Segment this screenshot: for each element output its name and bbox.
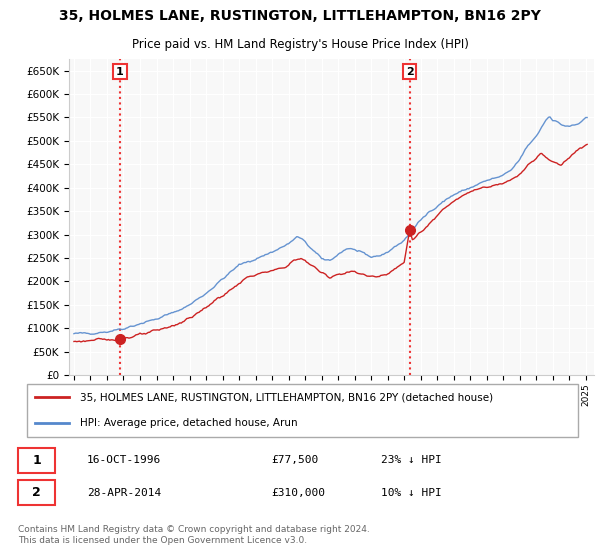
Text: 1: 1 bbox=[116, 67, 124, 77]
Text: 23% ↓ HPI: 23% ↓ HPI bbox=[380, 455, 442, 465]
Text: 35, HOLMES LANE, RUSTINGTON, LITTLEHAMPTON, BN16 2PY: 35, HOLMES LANE, RUSTINGTON, LITTLEHAMPT… bbox=[59, 9, 541, 23]
FancyBboxPatch shape bbox=[18, 480, 55, 505]
Text: 16-OCT-1996: 16-OCT-1996 bbox=[87, 455, 161, 465]
Text: Price paid vs. HM Land Registry's House Price Index (HPI): Price paid vs. HM Land Registry's House … bbox=[131, 38, 469, 51]
Text: 28-APR-2014: 28-APR-2014 bbox=[87, 488, 161, 497]
FancyBboxPatch shape bbox=[27, 384, 578, 437]
Text: 10% ↓ HPI: 10% ↓ HPI bbox=[380, 488, 442, 497]
Text: HPI: Average price, detached house, Arun: HPI: Average price, detached house, Arun bbox=[80, 418, 298, 428]
FancyBboxPatch shape bbox=[18, 448, 55, 473]
Text: Contains HM Land Registry data © Crown copyright and database right 2024.
This d: Contains HM Land Registry data © Crown c… bbox=[18, 525, 370, 545]
Text: 35, HOLMES LANE, RUSTINGTON, LITTLEHAMPTON, BN16 2PY (detached house): 35, HOLMES LANE, RUSTINGTON, LITTLEHAMPT… bbox=[80, 392, 493, 402]
Text: £310,000: £310,000 bbox=[271, 488, 325, 497]
Text: 2: 2 bbox=[406, 67, 413, 77]
Text: 1: 1 bbox=[32, 454, 41, 467]
Text: 2: 2 bbox=[32, 486, 41, 499]
Text: £77,500: £77,500 bbox=[271, 455, 319, 465]
